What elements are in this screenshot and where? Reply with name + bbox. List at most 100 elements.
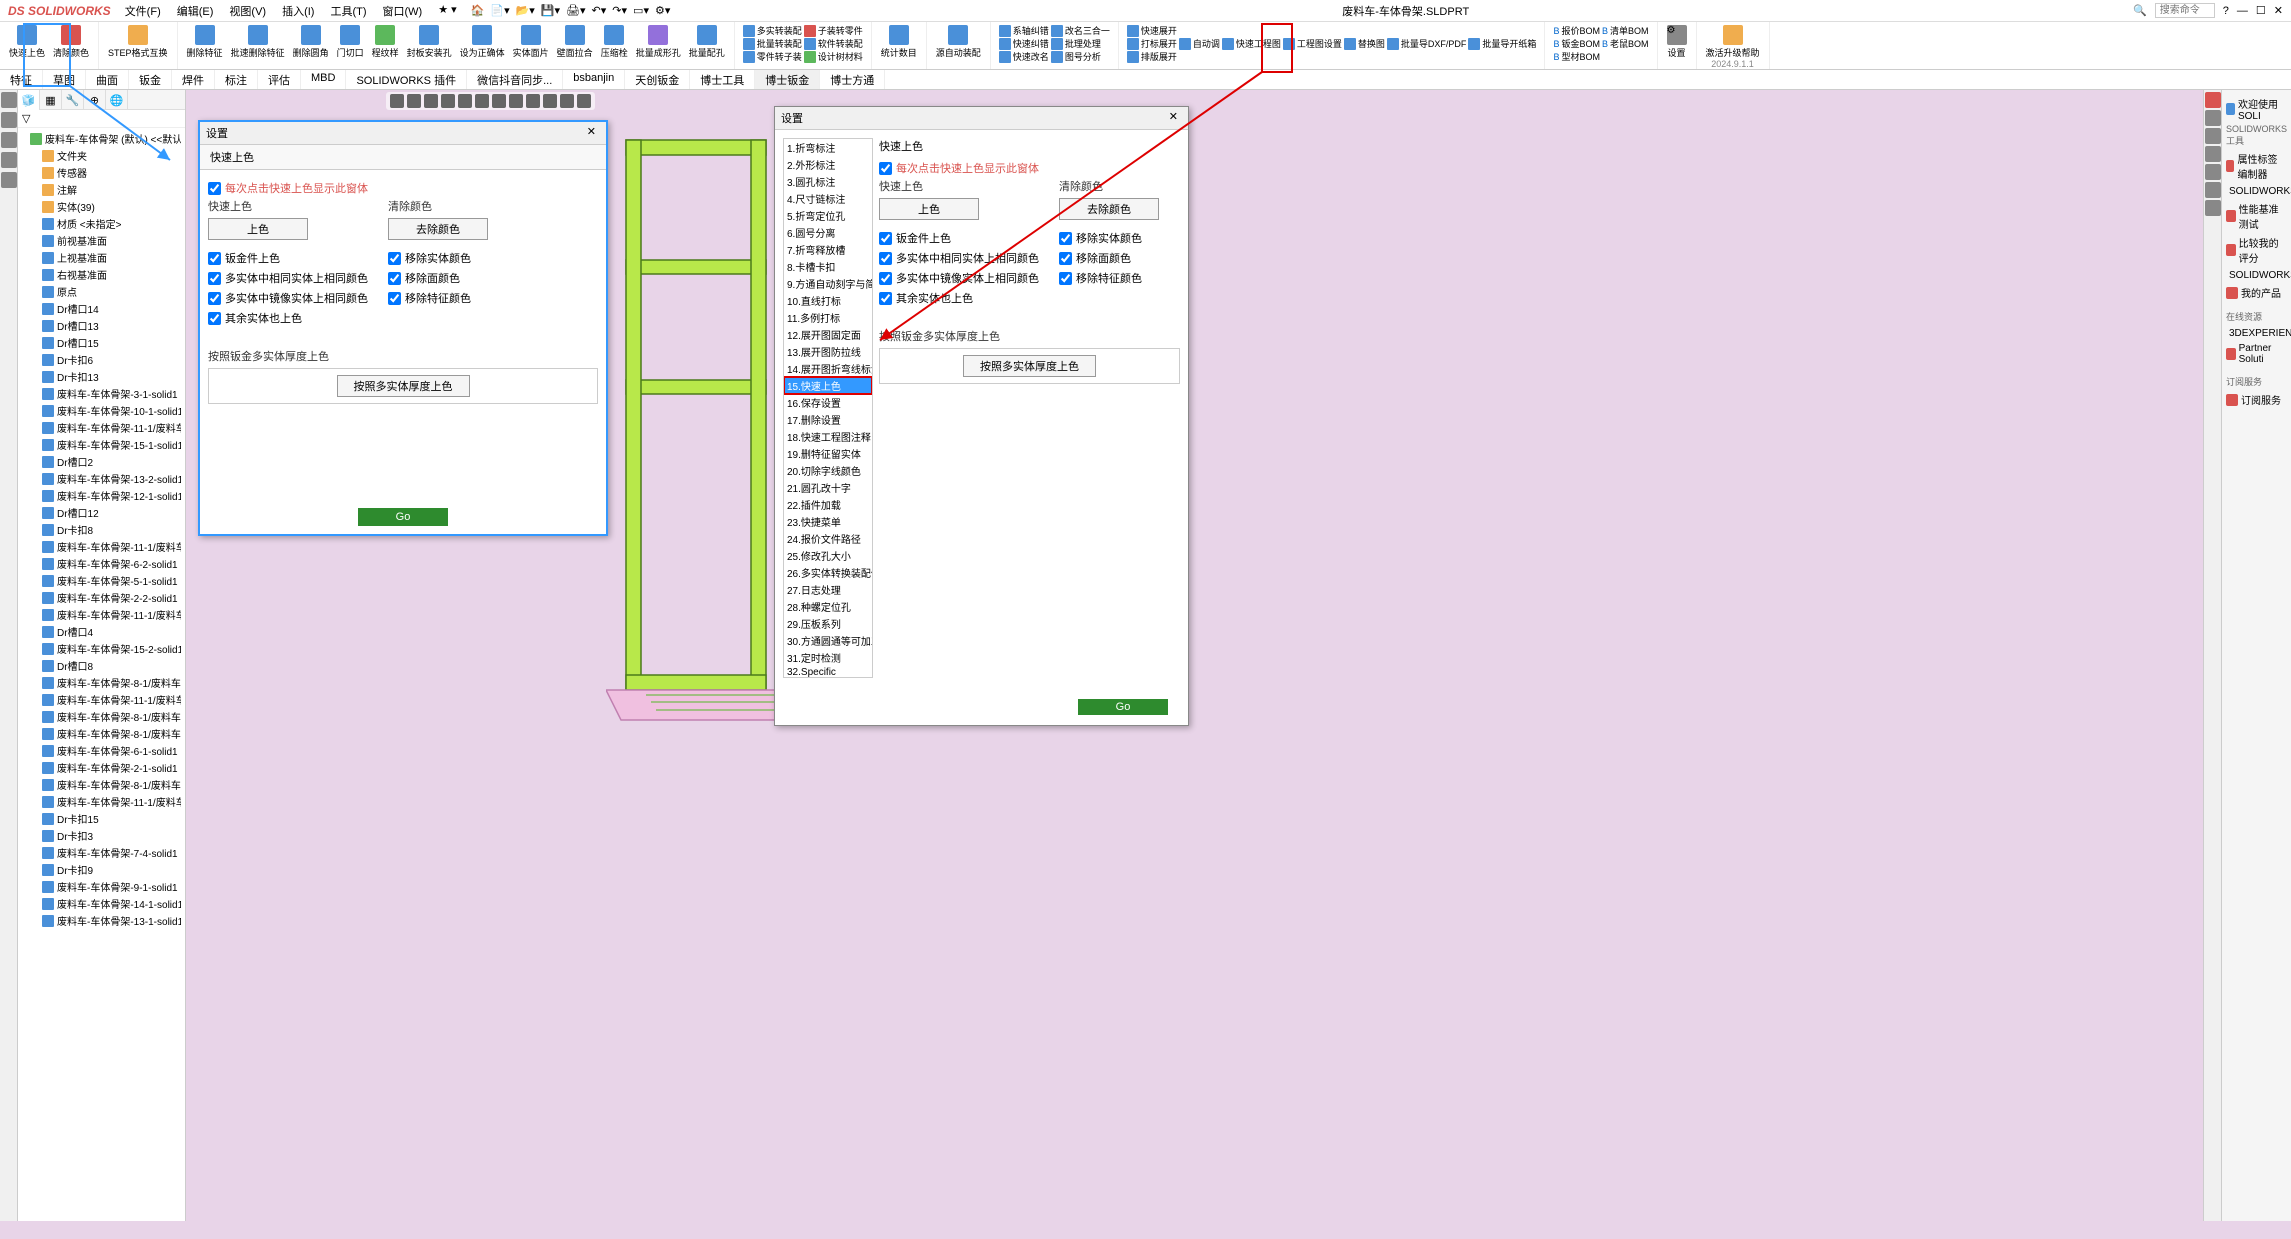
dialog2-g2-check-0[interactable]: 移除实体颜色	[1059, 228, 1159, 248]
settings-list-item[interactable]: 11.多例打标	[784, 309, 872, 326]
tab-0[interactable]: 特征	[0, 70, 43, 89]
vt-pan-icon[interactable]	[407, 94, 421, 108]
delete-feat-button[interactable]: 删除特征	[184, 24, 226, 60]
tree-item[interactable]: 废料车-车体骨架-14-1-solid1	[22, 895, 181, 912]
tree-item[interactable]: 废料车-车体骨架-2-1-solid1	[22, 759, 181, 776]
dialog2-thickness-button[interactable]: 按照多实体厚度上色	[963, 355, 1096, 377]
vtool-5[interactable]	[1, 172, 17, 188]
dialog1-g1-check-1[interactable]: 多实体中相同实体上相同颜色	[208, 268, 368, 288]
menu-tools[interactable]: 工具(T)	[324, 1, 372, 21]
tab-9[interactable]: 微信抖音同步...	[467, 70, 563, 89]
batch-hole-button[interactable]: 批量成形孔	[633, 24, 684, 60]
tree-item[interactable]: Dr卡扣13	[22, 368, 181, 385]
tp-tool-item[interactable]: 比较我的评分	[2226, 233, 2287, 267]
tree-item[interactable]: 废料车-车体骨架-8-1/废料车-车	[22, 725, 181, 742]
tab-7[interactable]: MBD	[301, 70, 346, 89]
tree-filter[interactable]: ▽	[18, 110, 185, 128]
tree-item[interactable]: 实体(39)	[22, 198, 181, 215]
settings-list-item[interactable]: 24.报价文件路径	[784, 530, 872, 547]
g4-r1[interactable]: 打标展开 自动调 快速工程图 工程图设置 替换图 批量导DXF/PDF 批量导开…	[1125, 37, 1539, 50]
settings-list-item[interactable]: 21.圆孔改十字	[784, 479, 872, 496]
vt-12[interactable]	[577, 94, 591, 108]
tree-tab-2[interactable]: ▦	[40, 90, 62, 110]
vt-display-icon[interactable]	[475, 94, 489, 108]
tab-4[interactable]: 焊件	[172, 70, 215, 89]
tree-item[interactable]: Dr槽口13	[22, 317, 181, 334]
qat-gear-icon[interactable]: ⚙▾	[655, 4, 670, 17]
dialog1-g1-check-3[interactable]: 其余实体也上色	[208, 308, 368, 328]
qat-print-icon[interactable]: 🖨▾	[566, 4, 586, 17]
tab-5[interactable]: 标注	[215, 70, 258, 89]
batch-assy-button[interactable]: 批量转装配 软件转装配	[741, 37, 865, 50]
qat-undo-icon[interactable]: ↶▾	[592, 4, 607, 17]
g3-r0[interactable]: 系轴纠错 改名三合一	[997, 24, 1112, 37]
dialog2-go-button[interactable]: Go	[1078, 699, 1168, 715]
dialog1-clear-button[interactable]: 去除颜色	[388, 218, 488, 240]
qat-open-icon[interactable]: 📂▾	[516, 4, 535, 17]
g3-r2[interactable]: 快速改名 图号分析	[997, 50, 1103, 63]
tree-item[interactable]: 废料车-车体骨架-15-1-solid1	[22, 436, 181, 453]
tree-item[interactable]: Dr卡扣8	[22, 521, 181, 538]
step-convert-button[interactable]: STEP格式互换	[105, 24, 171, 60]
menu-view[interactable]: 视图(V)	[223, 1, 272, 21]
dialog2-g2-check-1[interactable]: 移除面颜色	[1059, 248, 1159, 268]
settings-list-item[interactable]: 28.种螺定位孔	[784, 598, 872, 615]
settings-list-item[interactable]: 5.折弯定位孔	[784, 207, 872, 224]
qat-save-icon[interactable]: 💾▾	[541, 4, 560, 17]
tab-11[interactable]: 天创钣金	[625, 70, 690, 89]
tree-item[interactable]: Dr槽口12	[22, 504, 181, 521]
vtool-3[interactable]	[1, 132, 17, 148]
qat-home-icon[interactable]: 🏠	[471, 4, 485, 17]
batch-match-button[interactable]: 批量配孔	[686, 24, 728, 60]
batch-delete-button[interactable]: 批速删除特征	[228, 24, 288, 60]
tab-8[interactable]: SOLIDWORKS 插件	[346, 70, 467, 89]
tree-item[interactable]: 废料车-车体骨架-8-1/废料车-车	[22, 776, 181, 793]
stats-button[interactable]: 统计数目	[878, 24, 920, 60]
menu-edit[interactable]: 编辑(E)	[171, 1, 220, 21]
tab-3[interactable]: 钣金	[129, 70, 172, 89]
settings-button[interactable]: ⚙设置	[1664, 24, 1690, 60]
tab-12[interactable]: 博士工具	[690, 70, 755, 89]
g4-r0[interactable]: 快速展开	[1125, 24, 1179, 37]
tp-online-item[interactable]: Partner Soluti	[2226, 341, 2287, 367]
vt-10[interactable]	[543, 94, 557, 108]
dialog1-go-button[interactable]: Go	[358, 508, 448, 526]
vt-fit-icon[interactable]	[441, 94, 455, 108]
dialog1-g1-check-2[interactable]: 多实体中镜像实体上相同颜色	[208, 288, 368, 308]
tree-item[interactable]: 废料车-车体骨架-11-1/废料车-车	[22, 691, 181, 708]
quick-color-button[interactable]: 快速上色	[6, 24, 48, 60]
tree-item[interactable]: 废料车-车体骨架-11-1/废料车-车	[22, 538, 181, 555]
dialog1-close-icon[interactable]: ✕	[583, 125, 600, 141]
tree-item[interactable]: 废料车-车体骨架-8-1/废料车-车	[22, 708, 181, 725]
multi-assy-button[interactable]: 多实转装配 子装转零件	[741, 24, 865, 37]
bom-r1[interactable]: B 钣金BOM B 老鼠BOM	[1551, 37, 1650, 50]
tp-tool-item[interactable]: SOLIDWORKS	[2226, 267, 2287, 283]
clear-color-button[interactable]: 清除颜色	[50, 24, 92, 60]
tree-root[interactable]: 废料车-车体骨架 (默认) <<默认>_显 文件夹传感器注解实体(39)材质 <…	[18, 128, 185, 931]
delete-fillet-button[interactable]: 删除圆角	[290, 24, 332, 60]
vt-11[interactable]	[560, 94, 574, 108]
settings-list-item[interactable]: 1.折弯标注	[784, 139, 872, 156]
compress-button[interactable]: 压缩栓	[598, 24, 631, 60]
tree-item[interactable]: 废料车-车体骨架-11-1/废料车-车	[22, 793, 181, 810]
tree-item[interactable]: 废料车-车体骨架-11-1/废料车-车	[22, 606, 181, 623]
settings-list-item[interactable]: 17.删除设置	[784, 411, 872, 428]
tp-tab-4[interactable]	[2205, 146, 2221, 162]
tree-item[interactable]: Dr卡扣3	[22, 827, 181, 844]
menu-window[interactable]: 窗口(W)	[377, 1, 429, 21]
tp-tool-item[interactable]: 性能基准测试	[2226, 199, 2287, 233]
tree-item[interactable]: 废料车-车体骨架-8-1/废料车-车	[22, 674, 181, 691]
settings-list-item[interactable]: 4.尺寸链标注	[784, 190, 872, 207]
settings-list-item[interactable]: 23.快捷菜单	[784, 513, 872, 530]
tab-6[interactable]: 评估	[258, 70, 301, 89]
tree-item[interactable]: 注解	[22, 181, 181, 198]
vtool-1[interactable]	[1, 92, 17, 108]
vt-8[interactable]	[509, 94, 523, 108]
correct-body-button[interactable]: 设为正确体	[457, 24, 508, 60]
tree-item[interactable]: 废料车-车体骨架-3-1-solid1	[22, 385, 181, 402]
dialog2-g1-check-0[interactable]: 钣金件上色	[879, 228, 1039, 248]
tree-item[interactable]: Dr槽口4	[22, 623, 181, 640]
dialog2-color-button[interactable]: 上色	[879, 198, 979, 220]
tree-item[interactable]: Dr槽口14	[22, 300, 181, 317]
face-sheet-button[interactable]: 实体面片	[510, 24, 552, 60]
